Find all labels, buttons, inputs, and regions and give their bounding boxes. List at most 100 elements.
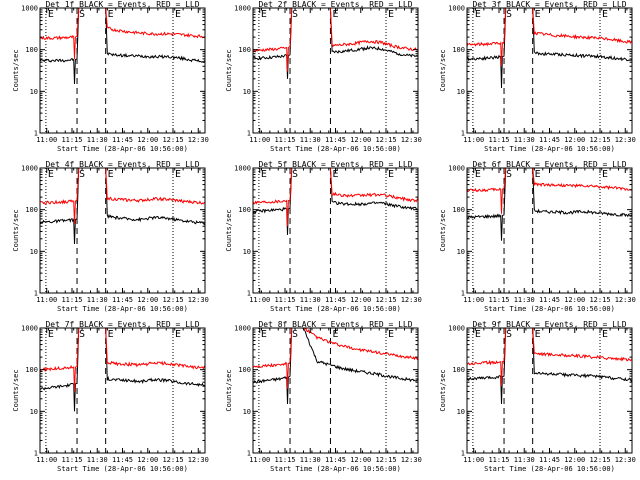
x-tick-label: 11:30 xyxy=(514,296,535,304)
y-tick-label: 1000 xyxy=(234,325,251,333)
marker-label: E xyxy=(332,329,338,340)
x-tick-label: 11:30 xyxy=(87,136,108,144)
panel-title: Det 8f BLACK = Events, RED = LLD xyxy=(258,320,412,329)
marker-label: E xyxy=(535,169,541,180)
plot-frame xyxy=(252,327,419,454)
x-tick-label: 11:15 xyxy=(274,456,295,464)
x-tick-label: 11:30 xyxy=(300,456,321,464)
x-axis-label: Start Time (28-Apr-06 10:56:00) xyxy=(270,305,401,313)
x-tick-label: 11:15 xyxy=(488,136,509,144)
x-axis-label: Start Time (28-Apr-06 10:56:00) xyxy=(484,145,615,153)
x-tick-label: 11:00 xyxy=(36,456,57,464)
x-tick-label: 11:30 xyxy=(87,296,108,304)
series-events xyxy=(252,7,419,79)
marker-label: E xyxy=(475,169,481,180)
y-tick-label: 1 xyxy=(34,450,38,458)
series-lld xyxy=(466,167,633,214)
x-axis-label: Start Time (28-Apr-06 10:56:00) xyxy=(270,145,401,153)
x-tick-label: 11:15 xyxy=(488,456,509,464)
x-tick-label: 12:15 xyxy=(375,456,396,464)
y-tick-label: 1 xyxy=(34,130,38,138)
x-tick-label: 12:00 xyxy=(564,456,585,464)
marker-label: E xyxy=(261,329,267,340)
series-events xyxy=(39,167,206,245)
y-tick-label: 1000 xyxy=(21,325,38,333)
marker-label: E xyxy=(332,169,338,180)
series-lld xyxy=(39,7,206,59)
y-tick-label: 100 xyxy=(452,46,465,54)
y-tick-label: 1000 xyxy=(21,165,38,173)
marker-label: E xyxy=(108,169,114,180)
marker-label: E xyxy=(602,9,608,20)
y-tick-label: 1000 xyxy=(234,165,251,173)
x-tick-label: 12:30 xyxy=(615,136,636,144)
y-tick-label: 100 xyxy=(25,366,38,374)
y-tick-label: 1 xyxy=(461,450,465,458)
marker-label: E xyxy=(475,9,481,20)
x-tick-label: 12:30 xyxy=(188,136,209,144)
marker-label: S xyxy=(506,9,512,20)
marker-label: E xyxy=(48,329,54,340)
y-tick-label: 1 xyxy=(247,290,251,298)
y-tick-label: 100 xyxy=(238,366,251,374)
marker-label: S xyxy=(506,329,512,340)
plot-frame xyxy=(39,167,206,294)
x-tick-label: 12:00 xyxy=(564,296,585,304)
y-tick-label: 100 xyxy=(238,206,251,214)
x-tick-label: 12:00 xyxy=(350,136,371,144)
plot-frame xyxy=(466,7,633,134)
x-tick-label: 11:00 xyxy=(463,296,484,304)
panel-title: Det 7f BLACK = Events, RED = LLD xyxy=(45,320,199,329)
y-tick-label: 10 xyxy=(243,408,251,416)
x-tick-label: 12:30 xyxy=(401,136,422,144)
x-tick-label: 11:15 xyxy=(61,456,82,464)
y-axis-label: Counts/sec xyxy=(12,369,20,411)
marker-label: E xyxy=(388,169,394,180)
x-tick-label: 12:15 xyxy=(162,456,183,464)
x-tick-label: 12:30 xyxy=(615,296,636,304)
x-tick-label: 12:15 xyxy=(162,296,183,304)
y-tick-label: 10 xyxy=(457,408,465,416)
y-tick-label: 100 xyxy=(452,366,465,374)
y-axis-label: Counts/sec xyxy=(439,369,447,411)
y-tick-label: 100 xyxy=(25,206,38,214)
x-tick-label: 11:45 xyxy=(539,136,560,144)
y-axis-label: Counts/sec xyxy=(439,49,447,91)
x-tick-label: 11:00 xyxy=(36,296,57,304)
x-tick-label: 12:15 xyxy=(375,136,396,144)
marker-label: E xyxy=(261,9,267,20)
x-tick-label: 11:00 xyxy=(463,456,484,464)
marker-label: S xyxy=(506,169,512,180)
panel-title: Det 3f BLACK = Events, RED = LLD xyxy=(472,0,626,9)
y-tick-label: 10 xyxy=(243,248,251,256)
panel-title: Det 5f BLACK = Events, RED = LLD xyxy=(258,160,412,169)
series-events xyxy=(252,167,419,235)
series-events xyxy=(466,327,633,405)
x-axis-label: Start Time (28-Apr-06 10:56:00) xyxy=(484,465,615,473)
x-tick-label: 11:45 xyxy=(112,456,133,464)
marker-label: E xyxy=(261,169,267,180)
y-tick-label: 10 xyxy=(30,408,38,416)
y-tick-label: 10 xyxy=(30,248,38,256)
series-lld xyxy=(252,327,419,389)
series-lld xyxy=(252,167,419,227)
x-tick-label: 12:30 xyxy=(401,296,422,304)
y-tick-label: 10 xyxy=(457,248,465,256)
series-lld xyxy=(39,167,206,225)
y-tick-label: 1 xyxy=(461,290,465,298)
y-axis-label: Counts/sec xyxy=(12,209,20,251)
marker-label: S xyxy=(79,329,85,340)
x-tick-label: 12:00 xyxy=(564,136,585,144)
x-tick-label: 11:30 xyxy=(514,136,535,144)
y-tick-label: 10 xyxy=(243,88,251,96)
y-axis-label: Counts/sec xyxy=(12,49,20,91)
x-tick-label: 11:45 xyxy=(325,296,346,304)
y-tick-label: 1 xyxy=(461,130,465,138)
plot-frame xyxy=(39,7,206,134)
x-tick-label: 12:00 xyxy=(137,136,158,144)
marker-label: E xyxy=(48,169,54,180)
x-tick-label: 12:00 xyxy=(350,296,371,304)
